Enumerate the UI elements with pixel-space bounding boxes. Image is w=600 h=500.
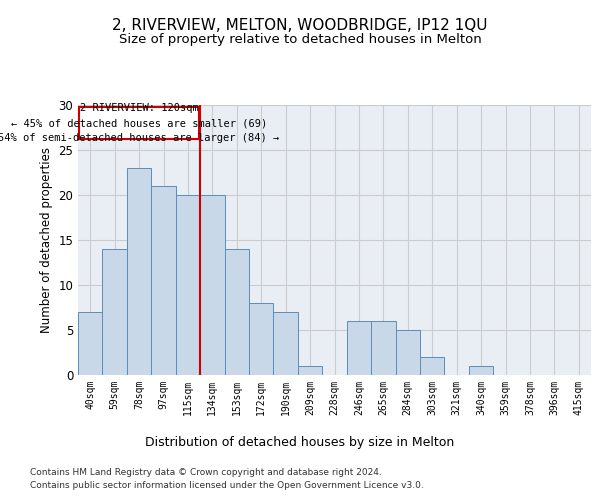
Text: Contains public sector information licensed under the Open Government Licence v3: Contains public sector information licen… [30, 480, 424, 490]
Bar [347, 321, 371, 375]
Bar [224, 249, 249, 375]
FancyBboxPatch shape [79, 107, 199, 139]
Text: 2, RIVERVIEW, MELTON, WOODBRIDGE, IP12 1QU: 2, RIVERVIEW, MELTON, WOODBRIDGE, IP12 1… [112, 18, 488, 32]
Bar [249, 303, 274, 375]
Bar [371, 321, 395, 375]
Bar [298, 366, 322, 375]
Y-axis label: Number of detached properties: Number of detached properties [40, 147, 53, 333]
Bar [151, 186, 176, 375]
Bar [103, 249, 127, 375]
Bar [127, 168, 151, 375]
Text: Size of property relative to detached houses in Melton: Size of property relative to detached ho… [119, 32, 481, 46]
Bar [420, 357, 445, 375]
Bar [176, 195, 200, 375]
Bar [395, 330, 420, 375]
Text: Contains HM Land Registry data © Crown copyright and database right 2024.: Contains HM Land Registry data © Crown c… [30, 468, 382, 477]
Bar [200, 195, 224, 375]
Bar [78, 312, 103, 375]
Text: Distribution of detached houses by size in Melton: Distribution of detached houses by size … [145, 436, 455, 449]
Bar [469, 366, 493, 375]
Text: 2 RIVERVIEW: 120sqm
← 45% of detached houses are smaller (69)
54% of semi-detach: 2 RIVERVIEW: 120sqm ← 45% of detached ho… [0, 103, 280, 143]
Bar [274, 312, 298, 375]
